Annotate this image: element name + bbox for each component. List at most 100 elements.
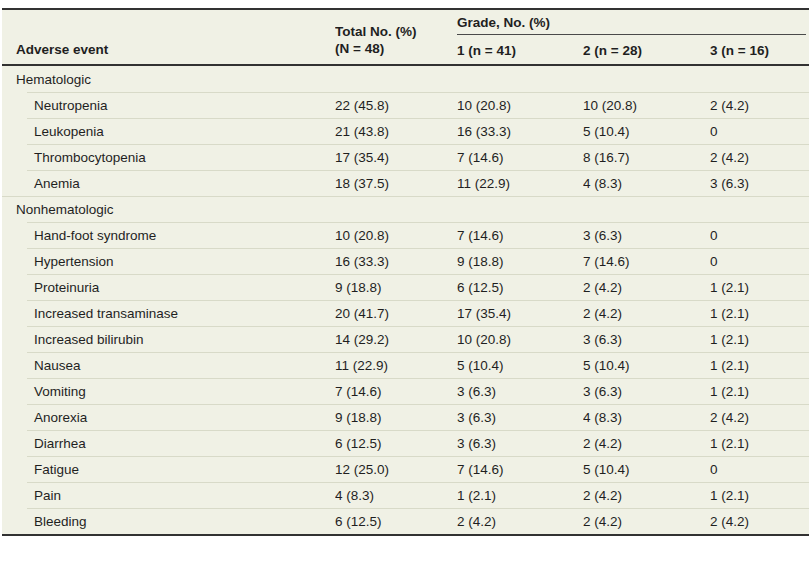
cell-value-col3: 10 (20.8): [583, 98, 710, 113]
cell-value-col2: 6 (12.5): [457, 280, 583, 295]
table-row: Anemia18 (37.5)11 (22.9)4 (8.3)3 (6.3): [2, 170, 809, 196]
row-label: Neutropenia: [2, 98, 335, 113]
table-row: Diarrhea6 (12.5)3 (6.3)2 (4.2)1 (2.1): [2, 430, 809, 456]
cell-value-col4: 0: [710, 228, 809, 243]
table-row: Hypertension16 (33.3)9 (18.8)7 (14.6)0: [2, 248, 809, 274]
table-row: Fatigue12 (25.0)7 (14.6)5 (10.4)0: [2, 456, 809, 482]
column-header-grade-2: 2 (n = 28): [583, 43, 710, 58]
cell-value-col2: 2 (4.2): [457, 514, 583, 529]
section-row-nonhematologic: Nonhematologic: [2, 196, 809, 222]
table-header: Adverse event Total No. (%) (N = 48) Gra…: [2, 10, 809, 66]
cell-value-col3: 5 (10.4): [583, 124, 710, 139]
cell-value-col3: 2 (4.2): [583, 488, 710, 503]
row-label: Proteinuria: [2, 280, 335, 295]
row-label: Bleeding: [2, 514, 335, 529]
cell-value-col3: 4 (8.3): [583, 410, 710, 425]
cell-value-col1: 12 (25.0): [335, 462, 457, 477]
cell-value-col1: 14 (29.2): [335, 332, 457, 347]
table-row: Hand-foot syndrome10 (20.8)7 (14.6)3 (6.…: [2, 222, 809, 248]
cell-value-col3: 2 (4.2): [583, 280, 710, 295]
adverse-events-table: Adverse event Total No. (%) (N = 48) Gra…: [2, 8, 809, 536]
grade-subheaders: 1 (n = 41) 2 (n = 28) 3 (n = 16): [457, 43, 806, 64]
cell-value-col2: 17 (35.4): [457, 306, 583, 321]
table-row: Pain4 (8.3)1 (2.1)2 (4.2)1 (2.1): [2, 482, 809, 508]
cell-value-col1: 9 (18.8): [335, 280, 457, 295]
cell-value-col1: 17 (35.4): [335, 150, 457, 165]
cell-value-col4: 1 (2.1): [710, 280, 809, 295]
cell-value-col4: 1 (2.1): [710, 332, 809, 347]
table-row: Leukopenia21 (43.8)16 (33.3)5 (10.4)0: [2, 118, 809, 144]
cell-value-col1: 7 (14.6): [335, 384, 457, 399]
column-header-grade-1: 1 (n = 41): [457, 43, 583, 58]
row-label: Fatigue: [2, 462, 335, 477]
row-label: Thrombocytopenia: [2, 150, 335, 165]
cell-value-col3: 4 (8.3): [583, 176, 710, 191]
row-label: Hypertension: [2, 254, 335, 269]
column-header-total-line1: Total No. (%): [335, 24, 457, 41]
cell-value-col3: 2 (4.2): [583, 514, 710, 529]
column-header-total-line2: (N = 48): [335, 41, 457, 58]
cell-value-col4: 0: [710, 462, 809, 477]
row-label: Diarrhea: [2, 436, 335, 451]
cell-value-col2: 3 (6.3): [457, 384, 583, 399]
cell-value-col2: 7 (14.6): [457, 228, 583, 243]
row-label: Pain: [2, 488, 335, 503]
cell-value-col4: 1 (2.1): [710, 488, 809, 503]
cell-value-col1: 21 (43.8): [335, 124, 457, 139]
cell-value-col1: 22 (45.8): [335, 98, 457, 113]
cell-value-col1: 18 (37.5): [335, 176, 457, 191]
row-label: Leukopenia: [2, 124, 335, 139]
section-label: Hematologic: [2, 72, 335, 87]
cell-value-col2: 11 (22.9): [457, 176, 583, 191]
section-label: Nonhematologic: [2, 202, 335, 217]
row-label: Vomiting: [2, 384, 335, 399]
row-label: Hand-foot syndrome: [2, 228, 335, 243]
cell-value-col1: 9 (18.8): [335, 410, 457, 425]
cell-value-col1: 16 (33.3): [335, 254, 457, 269]
cell-value-col3: 3 (6.3): [583, 332, 710, 347]
cell-value-col4: 0: [710, 254, 809, 269]
cell-value-col2: 3 (6.3): [457, 410, 583, 425]
cell-value-col3: 5 (10.4): [583, 462, 710, 477]
cell-value-col1: 4 (8.3): [335, 488, 457, 503]
cell-value-col4: 2 (4.2): [710, 514, 809, 529]
cell-value-col4: 2 (4.2): [710, 410, 809, 425]
table-row: Anorexia9 (18.8)3 (6.3)4 (8.3)2 (4.2): [2, 404, 809, 430]
grade-spanner-label: Grade, No. (%): [457, 15, 806, 35]
cell-value-col2: 10 (20.8): [457, 98, 583, 113]
column-header-total: Total No. (%) (N = 48): [335, 24, 457, 64]
cell-value-col4: 1 (2.1): [710, 306, 809, 321]
table-row: Thrombocytopenia17 (35.4)7 (14.6)8 (16.7…: [2, 144, 809, 170]
cell-value-col3: 5 (10.4): [583, 358, 710, 373]
column-header-grade-3: 3 (n = 16): [710, 43, 806, 58]
cell-value-col4: 2 (4.2): [710, 150, 809, 165]
cell-value-col2: 3 (6.3): [457, 436, 583, 451]
cell-value-col1: 20 (41.7): [335, 306, 457, 321]
table-row: Proteinuria9 (18.8)6 (12.5)2 (4.2)1 (2.1…: [2, 274, 809, 300]
grade-group-header: Grade, No. (%) 1 (n = 41) 2 (n = 28) 3 (…: [457, 10, 806, 64]
cell-value-col4: 1 (2.1): [710, 384, 809, 399]
cell-value-col2: 10 (20.8): [457, 332, 583, 347]
row-label: Increased bilirubin: [2, 332, 335, 347]
cell-value-col2: 7 (14.6): [457, 462, 583, 477]
cell-value-col2: 16 (33.3): [457, 124, 583, 139]
table-row: Bleeding6 (12.5)2 (4.2)2 (4.2)2 (4.2): [2, 508, 809, 534]
cell-value-col1: 11 (22.9): [335, 358, 457, 373]
table-row: Neutropenia22 (45.8)10 (20.8)10 (20.8)2 …: [2, 92, 809, 118]
cell-value-col2: 5 (10.4): [457, 358, 583, 373]
table-body: HematologicNeutropenia22 (45.8)10 (20.8)…: [2, 66, 809, 534]
row-label: Increased transaminase: [2, 306, 335, 321]
cell-value-col1: 6 (12.5): [335, 514, 457, 529]
cell-value-col3: 2 (4.2): [583, 436, 710, 451]
cell-value-col3: 2 (4.2): [583, 306, 710, 321]
table-row: Vomiting7 (14.6)3 (6.3)3 (6.3)1 (2.1): [2, 378, 809, 404]
cell-value-col2: 9 (18.8): [457, 254, 583, 269]
cell-value-col4: 2 (4.2): [710, 98, 809, 113]
cell-value-col2: 1 (2.1): [457, 488, 583, 503]
table-row: Increased transaminase20 (41.7)17 (35.4)…: [2, 300, 809, 326]
row-label: Nausea: [2, 358, 335, 373]
cell-value-col2: 7 (14.6): [457, 150, 583, 165]
row-label: Anorexia: [2, 410, 335, 425]
cell-value-col4: 3 (6.3): [710, 176, 809, 191]
column-header-adverse-event: Adverse event: [2, 42, 335, 64]
